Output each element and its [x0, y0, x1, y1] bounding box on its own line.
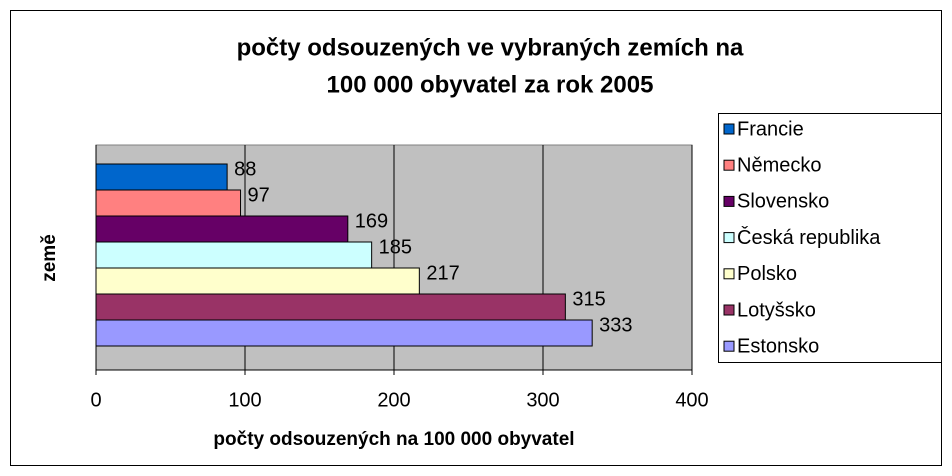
x-tick-label: 0 — [90, 389, 101, 411]
legend-swatch — [723, 268, 735, 280]
bar — [95, 293, 566, 321]
chart-title: počty odsouzených ve vybraných zemích na — [237, 34, 744, 61]
x-tick-label: 400 — [675, 389, 708, 411]
legend-label: Polsko — [737, 263, 797, 285]
y-axis-label: země — [39, 234, 60, 282]
data-label: 333 — [599, 314, 632, 336]
legend-swatch — [723, 304, 735, 316]
x-tick-label: 100 — [228, 389, 261, 411]
legend-label: Lotyšsko — [737, 299, 816, 321]
data-label: 169 — [355, 210, 388, 232]
bar — [95, 319, 593, 347]
data-label: 315 — [572, 288, 605, 310]
legend-label: Estonsko — [737, 335, 819, 357]
legend — [718, 113, 942, 363]
legend-swatch — [723, 123, 735, 135]
bar — [95, 267, 420, 295]
bar — [95, 163, 228, 191]
legend-swatch — [723, 195, 735, 207]
legend-label: Česká republika — [737, 226, 881, 249]
data-label: 185 — [379, 236, 412, 258]
legend-label: Německo — [737, 154, 821, 176]
legend-label: Francie — [737, 118, 804, 140]
data-label: 97 — [248, 184, 270, 206]
bar — [95, 189, 242, 217]
data-label: 88 — [234, 158, 256, 180]
data-label: 217 — [426, 262, 459, 284]
chart-title: 100 000 obyvatel za rok 2005 — [327, 71, 654, 98]
legend-swatch — [723, 232, 735, 244]
x-tick-label: 200 — [377, 389, 410, 411]
x-axis-label: počty odsouzených na 100 000 obyvatel — [213, 429, 574, 450]
legend-swatch — [723, 159, 735, 171]
bar — [95, 215, 349, 243]
legend-label: Slovensko — [737, 191, 829, 213]
legend-swatch — [723, 340, 735, 352]
x-tick-label: 300 — [526, 389, 559, 411]
bar — [95, 241, 373, 269]
